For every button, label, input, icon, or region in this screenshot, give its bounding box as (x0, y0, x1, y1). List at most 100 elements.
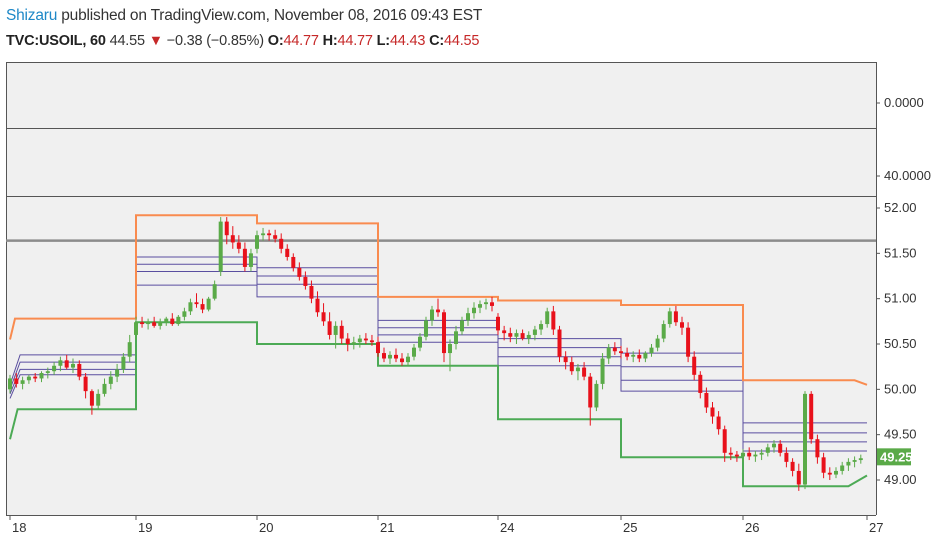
candle-body (77, 363, 82, 377)
open-value: 44.77 (283, 33, 319, 49)
price-tick-label: 52.00 (884, 200, 917, 215)
time-axis (6, 515, 876, 550)
candle-body (224, 221, 229, 236)
candle-body (520, 333, 525, 339)
candle-body (309, 285, 314, 299)
candle-body (146, 322, 151, 325)
published-text: published on TradingView.com, November 0… (61, 7, 483, 24)
time-tick-label: 25 (623, 520, 637, 535)
indicator-pane-1 (6, 62, 876, 128)
candle-body (134, 322, 138, 335)
candle-body (158, 322, 163, 326)
price-tick-label: 51.50 (884, 245, 917, 260)
candle-body (363, 338, 368, 341)
candle-body (778, 443, 783, 453)
candle-body (637, 354, 642, 359)
candle-body (784, 452, 789, 462)
candle-body (815, 439, 820, 458)
candle-body (442, 312, 446, 354)
candle-body (376, 342, 380, 354)
candle-body (545, 311, 550, 325)
candle-body (345, 338, 350, 344)
candle-body (242, 248, 247, 267)
open-label: O: (267, 33, 284, 49)
candle-body (357, 338, 362, 343)
candle-body (827, 472, 832, 475)
candle-body (394, 354, 398, 359)
candle-body (619, 351, 623, 354)
candle-body (58, 360, 63, 366)
candle-body (508, 333, 513, 337)
candle-body (206, 298, 211, 310)
candle-body (102, 383, 107, 394)
candle-body (64, 360, 69, 368)
candle-body (406, 356, 410, 363)
candle-body (796, 470, 801, 485)
candle-body (194, 302, 199, 305)
last-price-badge-label: 49.25 (880, 449, 913, 464)
symbol-name[interactable]: TVC:USOIL, 60 (6, 33, 106, 49)
candle-body (170, 318, 175, 325)
candle-body (728, 452, 733, 455)
time-tick-label: 18 (12, 520, 26, 535)
high-value: 44.77 (337, 33, 373, 49)
candle-body (436, 309, 440, 313)
channel-upper-line (9, 214, 868, 386)
candle-body (514, 333, 519, 337)
price-tick-label: 49.50 (884, 427, 917, 442)
candle-body (430, 309, 434, 321)
time-tick-label: 24 (500, 520, 514, 535)
ind1-tick-label: 0.0000 (884, 95, 924, 110)
price-axis (876, 62, 932, 515)
candle-body (834, 470, 838, 475)
candle-body (369, 340, 374, 343)
candle-body (858, 458, 863, 461)
candle-body (496, 316, 500, 331)
candle-body (692, 356, 697, 375)
candle-body (115, 369, 120, 377)
price-plot (6, 214, 876, 491)
candle-body (790, 461, 795, 471)
candle-body (557, 329, 562, 357)
indicator-pane-2 (6, 128, 876, 197)
ind2-tick-label: 40.0000 (884, 168, 931, 183)
candle-body (339, 325, 344, 339)
candle-body (490, 302, 494, 306)
candle-body (661, 324, 666, 339)
time-tick-label: 19 (138, 520, 152, 535)
candle-body (765, 447, 770, 453)
candle-body (686, 327, 691, 357)
candle-body (351, 342, 356, 344)
candle-body (315, 298, 320, 313)
candle-body (532, 329, 537, 335)
candle-body (285, 248, 290, 257)
candle-body (321, 312, 326, 322)
candle-body (8, 378, 12, 390)
close-value: 44.55 (443, 33, 480, 49)
candle-body (852, 460, 857, 462)
candle-body (722, 429, 727, 453)
candle-body (255, 235, 259, 249)
channel-lower-line (9, 321, 868, 488)
candle-body (631, 354, 636, 357)
candle-body (563, 356, 568, 363)
high-label: H: (322, 33, 338, 49)
candle-body (212, 284, 217, 299)
candle-body (759, 452, 764, 455)
price-pane (6, 197, 876, 515)
candle-body (20, 380, 25, 384)
candle-body (230, 235, 235, 243)
candle-body (460, 320, 464, 332)
candle-body (502, 330, 507, 334)
candle-body (291, 256, 296, 268)
price-ticks: 52.00 51.50 51.00 50.50 50.00 49.50 49.00 (876, 200, 917, 487)
candle-body (472, 307, 476, 314)
time-tick-label: 26 (745, 520, 759, 535)
down-arrow-icon: ▼ (148, 33, 163, 49)
low-label: L: (376, 33, 391, 49)
author-link[interactable]: Shizaru (6, 7, 58, 24)
candle-body (448, 344, 452, 354)
price-change: −0.38 (−0.85%) (166, 33, 264, 49)
candle-body (846, 461, 851, 466)
